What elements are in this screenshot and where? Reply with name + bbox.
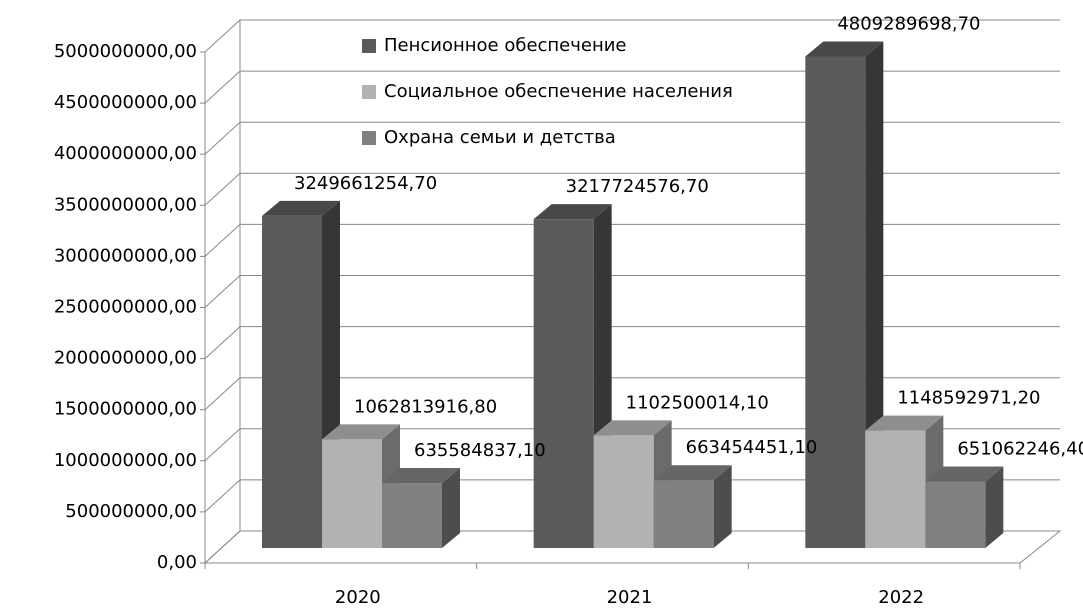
y-tick-label: 0,00 — [157, 552, 197, 573]
y-tick-label: 3000000000,00 — [54, 245, 197, 266]
bar-face — [985, 466, 1004, 548]
legend-label: Пенсионное обеспечение — [384, 35, 627, 56]
data-label: 1148592971,20 — [897, 388, 1040, 409]
bar — [382, 468, 460, 548]
bar-face — [865, 415, 944, 431]
y-tick-label: 4500000000,00 — [54, 92, 197, 113]
bar — [805, 41, 884, 548]
y-tick-label: 1000000000,00 — [54, 450, 197, 471]
bar-face — [322, 424, 400, 440]
data-label: 4809289698,70 — [837, 13, 980, 34]
bar-face — [805, 41, 884, 57]
data-label: 1062813916,80 — [354, 396, 497, 417]
bar-face — [382, 468, 460, 484]
bar-face — [713, 465, 732, 548]
data-label: 635584837,10 — [414, 440, 546, 461]
bar — [653, 465, 732, 548]
data-label: 1102500014,10 — [626, 392, 769, 413]
bar-face — [865, 430, 926, 548]
y-tick-label: 2500000000,00 — [54, 297, 197, 318]
legend-swatch — [362, 39, 376, 53]
data-label: 3217724576,70 — [566, 176, 709, 197]
bar-face — [322, 439, 382, 548]
legend-swatch — [362, 131, 376, 145]
data-label: 663454451,10 — [686, 437, 818, 458]
bar-face — [925, 466, 1004, 482]
bar-face — [262, 215, 322, 548]
bar — [593, 420, 672, 548]
bar — [925, 466, 1004, 548]
y-tick-label: 5000000000,00 — [54, 41, 197, 62]
y-tick-label: 1500000000,00 — [54, 399, 197, 420]
bar-face — [593, 420, 672, 436]
x-tick-label: 2022 — [878, 587, 924, 608]
bar-face — [533, 219, 594, 548]
y-tick-label: 2000000000,00 — [54, 348, 197, 369]
bar-face — [653, 465, 732, 481]
legend-swatch — [362, 85, 376, 99]
bar-face — [925, 481, 986, 548]
bar-face — [653, 480, 714, 548]
legend-label: Охрана семьи и детства — [384, 127, 616, 148]
grid-line — [204, 121, 1060, 155]
bar-face — [442, 468, 460, 548]
bar-face — [262, 200, 340, 216]
bar-face — [805, 56, 866, 548]
legend-label: Социальное обеспечение населения — [384, 81, 733, 102]
y-tick-label: 3500000000,00 — [54, 194, 197, 215]
x-tick-label: 2021 — [607, 587, 653, 608]
bar — [865, 415, 944, 548]
y-tick-label: 4000000000,00 — [54, 143, 197, 164]
x-tick-label: 2020 — [335, 587, 381, 608]
bar-face — [593, 435, 654, 548]
data-label: 3249661254,70 — [294, 173, 437, 194]
bar-face — [382, 483, 442, 548]
data-label: 651062246,40 — [957, 438, 1083, 459]
bar-face — [533, 204, 612, 220]
y-tick-label: 500000000,00 — [65, 501, 197, 522]
